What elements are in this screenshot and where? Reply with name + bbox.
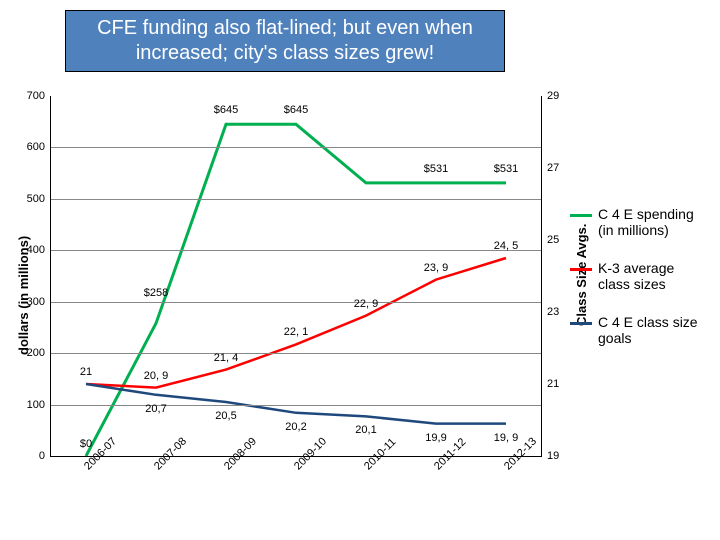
data-label: 22, 1 [284,326,308,338]
series-line [86,258,506,388]
legend-item: K-3 average class sizes [570,260,698,292]
y-right-tick: 19 [547,450,559,462]
data-label: 23, 9 [424,262,448,274]
data-label: $531 [424,163,448,175]
legend-label: K-3 average class sizes [598,260,698,292]
data-label: 21, 4 [214,352,238,364]
y-right-tick: 27 [547,162,559,174]
data-label: 21 [80,366,92,378]
legend: C 4 E spending (in millions) K-3 average … [570,206,698,369]
data-label: 20, 9 [144,370,168,382]
chart: 01002003004005006007001921232527292006-0… [0,86,720,536]
gridline [51,199,541,200]
data-label: 22, 9 [354,298,378,310]
y-axis-left-label: dollars (in millions) [16,236,31,355]
data-label: 20,2 [285,421,306,433]
legend-label: C 4 E class size goals [598,314,698,346]
legend-label: C 4 E spending (in millions) [598,206,698,238]
y-right-tick: 25 [547,234,559,246]
data-label: $0 [80,438,92,450]
data-label: 20,5 [215,410,236,422]
legend-swatch [570,268,592,271]
gridline [51,353,541,354]
gridline [51,147,541,148]
y-left-tick: 100 [27,399,45,411]
legend-item: C 4 E class size goals [570,314,698,346]
data-label: 19,9 [425,432,446,444]
y-left-tick: 600 [27,141,45,153]
legend-swatch [570,322,592,325]
y-right-tick: 23 [547,306,559,318]
chart-lines [51,96,541,456]
y-left-tick: 700 [27,90,45,102]
data-label: $645 [214,104,238,116]
y-left-tick: 0 [39,450,45,462]
gridline [51,302,541,303]
page-title: CFE funding also flat-lined; but even wh… [74,16,496,66]
data-label: 20,1 [355,424,376,436]
data-label: $531 [494,163,518,175]
data-label: $258 [144,287,168,299]
y-right-tick: 29 [547,90,559,102]
title-bar: CFE funding also flat-lined; but even wh… [65,10,505,72]
y-left-tick: 500 [27,193,45,205]
data-label: 20,7 [145,403,166,415]
plot-area: 01002003004005006007001921232527292006-0… [50,96,542,457]
legend-swatch [570,214,592,217]
data-label: 24, 5 [494,240,518,252]
data-label: $645 [284,104,308,116]
gridline [51,250,541,251]
legend-item: C 4 E spending (in millions) [570,206,698,238]
gridline [51,405,541,406]
y-right-tick: 21 [547,378,559,390]
data-label: 19, 9 [494,432,518,444]
